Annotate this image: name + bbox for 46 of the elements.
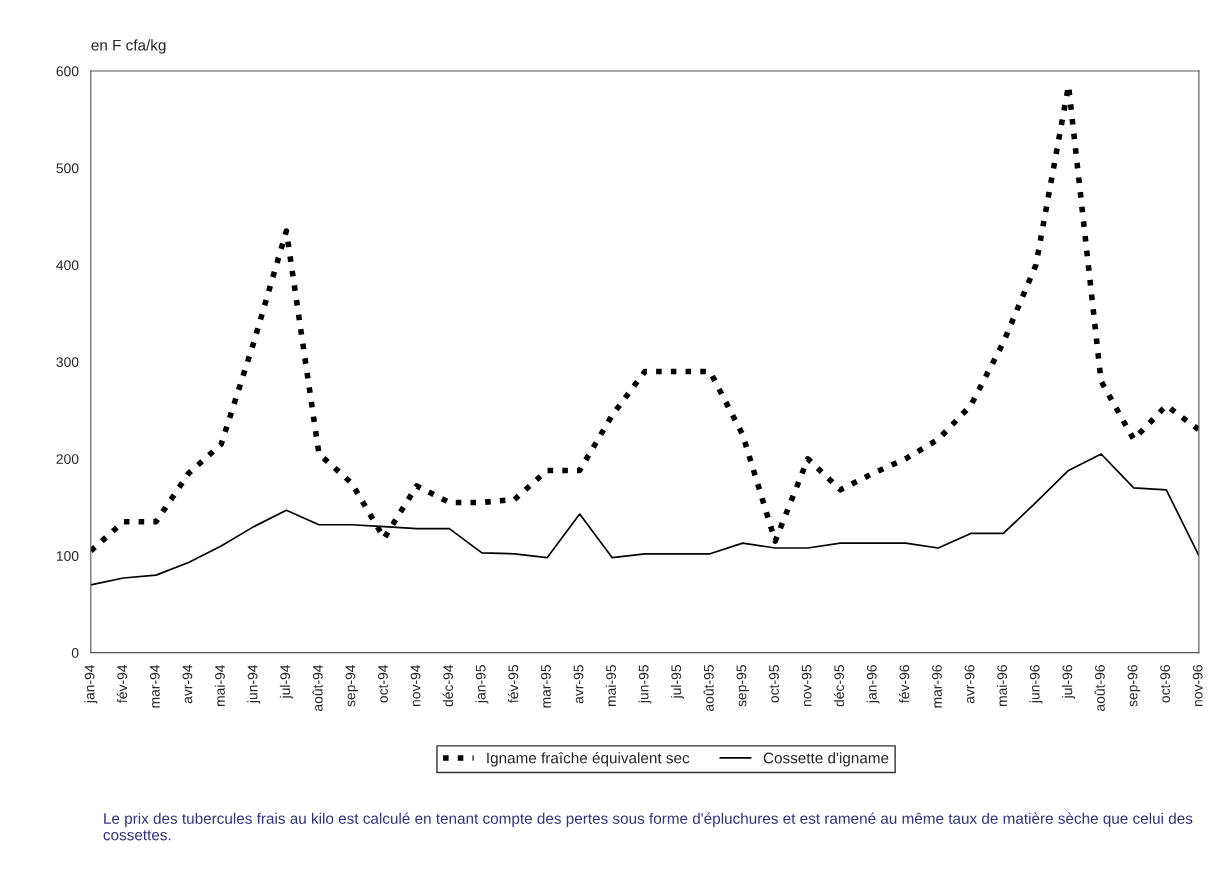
x-tick-label: mar-94: [149, 664, 160, 708]
x-tick-label: jun-96: [1029, 665, 1043, 704]
x-tick-label: sep-95: [736, 665, 750, 707]
x-tick-label: nov-95: [801, 665, 812, 707]
y-tick-label: 0: [71, 648, 79, 658]
x-tick-label: mai-94: [214, 664, 225, 707]
x-tick-label: jul-95: [670, 665, 684, 699]
x-tick-label: déc-94: [442, 664, 454, 707]
x-tick-label: jun-94: [247, 664, 261, 704]
y-tick-label: 500: [56, 163, 79, 174]
x-tick-label: jul-96: [1062, 665, 1075, 699]
x-tick-label: fév-96: [898, 665, 910, 703]
x-tick-label: sep-94: [345, 664, 359, 707]
text: Le prix des tubercules frais au kilo est calculé en tenant compte des pertes sous forme d'épluchures et est ramené au même taux de matière sèche que celui des cossettes.: [103, 812, 1193, 841]
x-tick-label: fév-95: [507, 665, 519, 703]
x-tick-label: mar-96: [932, 665, 942, 708]
y-tick-label: 200: [56, 454, 79, 464]
x-tick-label: oct-96: [1160, 665, 1171, 703]
x-tick-label: jul-94: [279, 664, 293, 699]
x-tick-label: nov-94: [410, 664, 421, 707]
x-tick-label: jan-95: [475, 665, 489, 704]
x-tick-label: mai-96: [996, 665, 1008, 707]
x-tick-label: déc-95: [833, 665, 845, 707]
x-tick-label: mar-95: [540, 665, 551, 708]
x-tick-label: oct-95: [769, 665, 779, 703]
x-tick-label: août-96: [1094, 665, 1105, 711]
x-tick-label: août-94: [312, 664, 323, 711]
y-axis-title: en F cfa/kg: [91, 39, 166, 54]
x-tick-label: avr-94: [182, 664, 193, 704]
y-tick-label: 300: [56, 357, 79, 368]
y-tick-label: 600: [56, 66, 79, 77]
x-tick-label: avr-96: [964, 665, 975, 704]
x-tick-label: jan-94: [84, 664, 98, 704]
y-tick-label: 400: [56, 260, 79, 271]
x-tick-label: août-95: [703, 665, 714, 711]
x-tick-label: mai-95: [605, 665, 616, 707]
x-tick-label: nov-96: [1192, 665, 1203, 707]
x-tick-label: fév-94: [116, 664, 128, 703]
y-tick-label: 100: [56, 551, 79, 561]
x-tick-label: jun-95: [638, 665, 652, 704]
x-tick-label: sep-96: [1127, 665, 1141, 707]
x-tick-label: jan-96: [866, 665, 880, 704]
legend-label: Cossette d'igname: [763, 752, 889, 767]
legend-label: Igname fraîche équivalent sec: [487, 752, 690, 767]
x-tick-label: oct-94: [378, 664, 388, 703]
x-tick-label: avr-95: [573, 665, 584, 704]
